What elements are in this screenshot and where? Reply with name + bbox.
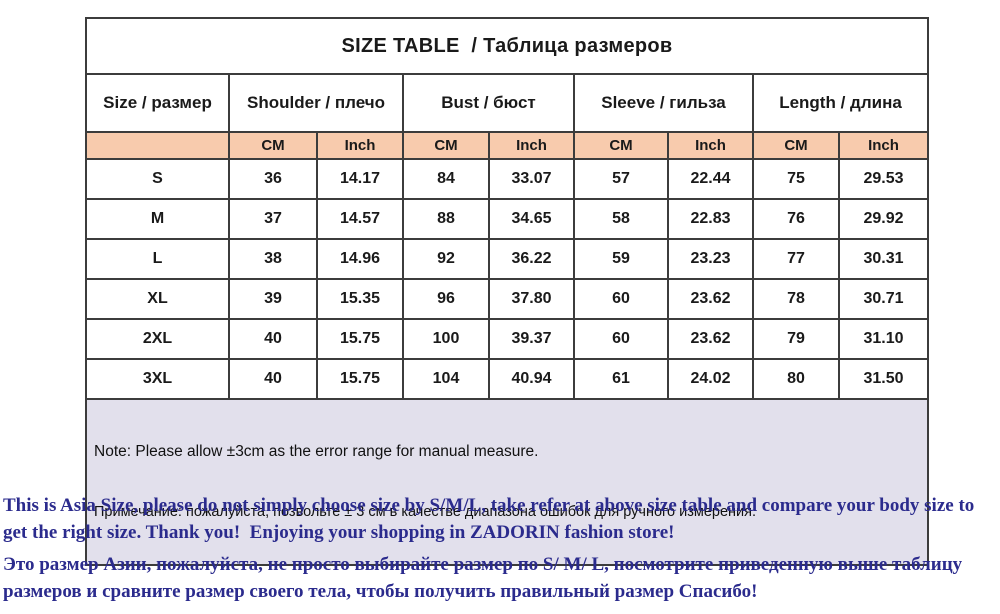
cell-sleeve-cm: 60 xyxy=(573,318,669,360)
cell-bust-cm: 96 xyxy=(402,278,490,320)
note-en: Note: Please allow ±3cm as the error ran… xyxy=(94,443,539,460)
cell-shoulder-inch: 14.57 xyxy=(316,198,404,240)
cell-shoulder-inch: 14.96 xyxy=(316,238,404,280)
size-label: 2XL xyxy=(85,318,230,360)
cell-length-cm: 79 xyxy=(752,318,840,360)
cell-shoulder-cm: 38 xyxy=(228,238,318,280)
size-label: XL xyxy=(85,278,230,320)
cell-bust-cm: 104 xyxy=(402,358,490,400)
cell-shoulder-cm: 40 xyxy=(228,358,318,400)
footer-text: This is Asia Size, please do not simply … xyxy=(3,492,998,605)
size-label: S xyxy=(85,158,230,200)
footer-ru-line2: размеров и сравните размер своего тела, … xyxy=(3,581,758,602)
cell-sleeve-cm: 57 xyxy=(573,158,669,200)
cell-sleeve-inch: 23.23 xyxy=(667,238,754,280)
cell-length-inch: 30.71 xyxy=(837,278,930,320)
size-row-2xl: 2XL 40 15.75 100 39.37 60 23.62 79 31.10 xyxy=(85,318,930,360)
cell-bust-inch: 36.22 xyxy=(488,238,575,280)
col-header-bust: Bust / бюст xyxy=(402,73,575,133)
cell-length-inch: 30.31 xyxy=(837,238,930,280)
size-label: 3XL xyxy=(85,358,230,400)
unit-sleeve-cm: CM xyxy=(573,131,669,160)
cell-bust-inch: 33.07 xyxy=(488,158,575,200)
cell-sleeve-inch: 23.62 xyxy=(667,278,754,320)
size-row-xl: XL 39 15.35 96 37.80 60 23.62 78 30.71 xyxy=(85,278,930,320)
size-row-m: M 37 14.57 88 34.65 58 22.83 76 29.92 xyxy=(85,198,930,240)
cell-bust-cm: 84 xyxy=(402,158,490,200)
cell-length-inch: 29.53 xyxy=(837,158,930,200)
footer-ru-line1: Это размер Азии, пожалуйста, не просто в… xyxy=(3,554,963,575)
cell-length-cm: 77 xyxy=(752,238,840,280)
cell-bust-inch: 39.37 xyxy=(488,318,575,360)
cell-shoulder-cm: 37 xyxy=(228,198,318,240)
unit-length-inch: Inch xyxy=(837,131,930,160)
cell-bust-inch: 37.80 xyxy=(488,278,575,320)
cell-shoulder-inch: 15.75 xyxy=(316,318,404,360)
footer-en-line1: This is Asia Size, please do not simply … xyxy=(3,495,975,516)
cell-bust-cm: 92 xyxy=(402,238,490,280)
unit-empty-cell xyxy=(85,131,230,160)
footer-paragraph-ru: Это размер Азии, пожалуйста, не просто в… xyxy=(3,551,998,605)
unit-shoulder-cm: CM xyxy=(228,131,318,160)
cell-length-cm: 76 xyxy=(752,198,840,240)
cell-sleeve-inch: 22.83 xyxy=(667,198,754,240)
cell-bust-inch: 34.65 xyxy=(488,198,575,240)
header-row: Size / размер Shoulder / плечо Bust / бю… xyxy=(85,73,930,133)
cell-sleeve-cm: 59 xyxy=(573,238,669,280)
cell-length-cm: 75 xyxy=(752,158,840,200)
size-row-l: L 38 14.96 92 36.22 59 23.23 77 30.31 xyxy=(85,238,930,280)
size-label: M xyxy=(85,198,230,240)
cell-length-inch: 31.10 xyxy=(837,318,930,360)
cell-sleeve-cm: 58 xyxy=(573,198,669,240)
size-row-3xl: 3XL 40 15.75 104 40.94 61 24.02 80 31.50 xyxy=(85,358,930,400)
cell-shoulder-cm: 40 xyxy=(228,318,318,360)
col-header-sleeve: Sleeve / гильза xyxy=(573,73,754,133)
unit-bust-cm: CM xyxy=(402,131,490,160)
unit-row: CM Inch CM Inch CM Inch CM Inch xyxy=(85,131,930,160)
unit-bust-inch: Inch xyxy=(488,131,575,160)
cell-length-cm: 78 xyxy=(752,278,840,320)
col-header-length: Length / длина xyxy=(751,73,930,133)
title-row: SIZE TABLE / Таблица размеров xyxy=(84,17,930,75)
table-title: SIZE TABLE / Таблица размеров xyxy=(84,17,930,75)
footer-paragraph-en: This is Asia Size, please do not simply … xyxy=(3,492,998,546)
cell-shoulder-cm: 36 xyxy=(228,158,318,200)
unit-shoulder-inch: Inch xyxy=(316,131,404,160)
note-row: Note: Please allow ±3cm as the error ran… xyxy=(84,398,930,566)
cell-length-inch: 29.92 xyxy=(837,198,930,240)
cell-length-inch: 31.50 xyxy=(837,358,930,400)
cell-sleeve-cm: 60 xyxy=(573,278,669,320)
cell-sleeve-inch: 24.02 xyxy=(667,358,754,400)
cell-sleeve-inch: 22.44 xyxy=(667,158,754,200)
col-header-shoulder: Shoulder / плечо xyxy=(228,73,404,133)
size-row-s: S 36 14.17 84 33.07 57 22.44 75 29.53 xyxy=(85,158,930,200)
note-cell: Note: Please allow ±3cm as the error ran… xyxy=(84,398,930,566)
cell-shoulder-inch: 14.17 xyxy=(316,158,404,200)
col-header-size: Size / размер xyxy=(85,73,230,133)
footer-en-line2: get the right size. Thank you! Enjoying … xyxy=(3,522,675,543)
unit-length-cm: CM xyxy=(752,131,840,160)
cell-length-cm: 80 xyxy=(752,358,840,400)
cell-sleeve-inch: 23.62 xyxy=(667,318,754,360)
cell-shoulder-inch: 15.35 xyxy=(316,278,404,320)
cell-shoulder-cm: 39 xyxy=(228,278,318,320)
cell-shoulder-inch: 15.75 xyxy=(316,358,404,400)
cell-bust-cm: 100 xyxy=(402,318,490,360)
size-table: SIZE TABLE / Таблица размеров Size / раз… xyxy=(84,17,930,566)
note-ru: Примечание: пожалуйста, позвольте ± 3 см… xyxy=(94,504,757,520)
cell-bust-inch: 40.94 xyxy=(488,358,575,400)
cell-sleeve-cm: 61 xyxy=(573,358,669,400)
size-label: L xyxy=(85,238,230,280)
unit-sleeve-inch: Inch xyxy=(667,131,754,160)
cell-bust-cm: 88 xyxy=(402,198,490,240)
